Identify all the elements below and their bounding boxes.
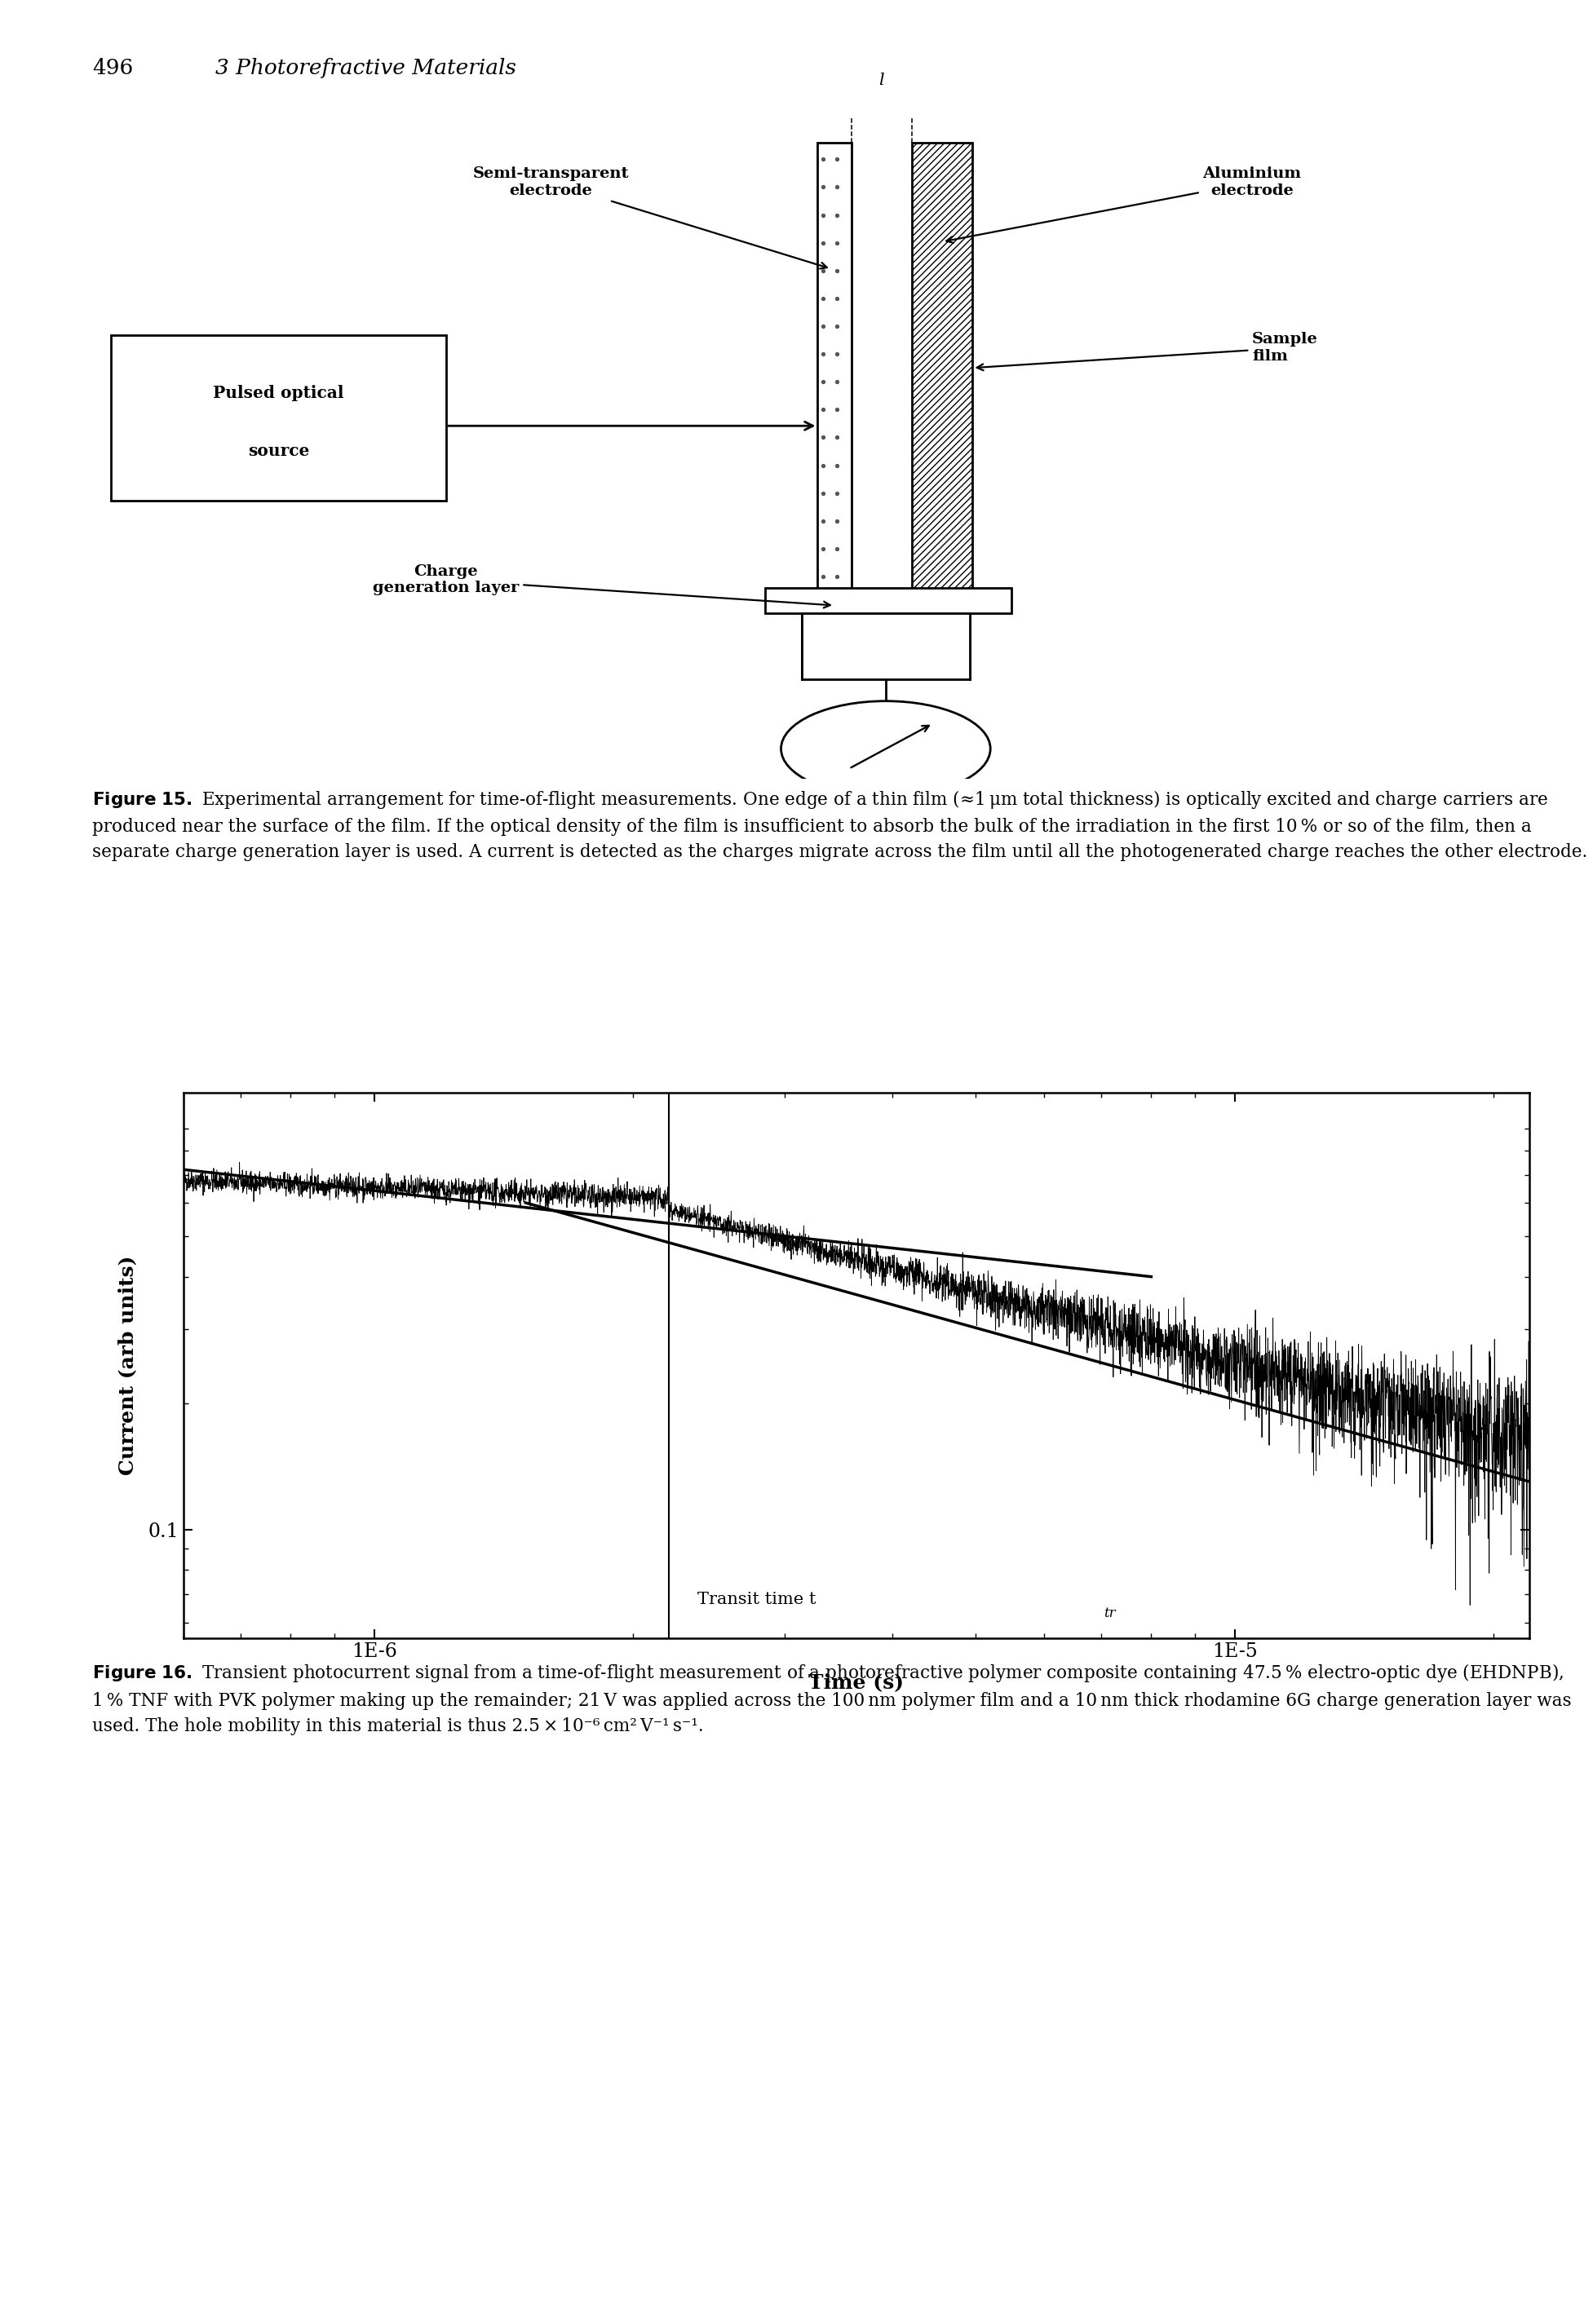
Text: source: source	[249, 442, 309, 458]
Text: Transit time t: Transit time t	[698, 1592, 816, 1608]
Bar	[801, 614, 970, 679]
Text: Pulsed optical: Pulsed optical	[213, 383, 344, 400]
Bar	[911, 142, 973, 593]
Text: $\mathbf{Figure\ 16.}$ Transient photocurrent signal from a time-of-flight measu: $\mathbf{Figure\ 16.}$ Transient photocu…	[92, 1662, 1572, 1736]
Text: Charge
generation layer: Charge generation layer	[373, 565, 830, 609]
Y-axis label: Current (arb units): Current (arb units)	[118, 1255, 137, 1476]
Text: Sample
film: Sample film	[977, 332, 1317, 370]
Bar	[112, 335, 446, 500]
Text: Aluminium
electrode: Aluminium electrode	[946, 167, 1301, 244]
Bar	[817, 142, 851, 593]
Text: tr: tr	[1104, 1606, 1115, 1620]
Ellipse shape	[781, 702, 991, 797]
Text: Semi-transparent
electrode: Semi-transparent electrode	[473, 167, 827, 270]
Text: l: l	[879, 72, 884, 88]
Text: 3 Photorefractive Materials: 3 Photorefractive Materials	[215, 58, 516, 79]
Text: $\mathbf{Figure\ 15.}$ Experimental arrangement for time-of-flight measurements.: $\mathbf{Figure\ 15.}$ Experimental arra…	[92, 788, 1588, 862]
Bar	[765, 588, 1012, 614]
X-axis label: Time (s): Time (s)	[809, 1673, 903, 1692]
Text: 496: 496	[92, 58, 134, 79]
